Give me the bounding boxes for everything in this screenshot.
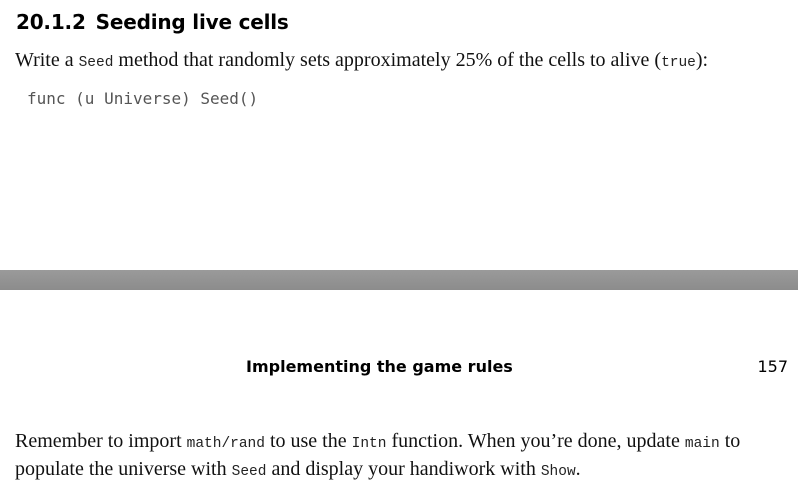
closing-text: function. When you’re done, update: [386, 430, 685, 452]
page-break-divider: [0, 270, 798, 290]
inline-code-main: main: [684, 436, 720, 452]
inline-code-show: Show: [540, 464, 576, 480]
closing-text: Remember to import: [15, 430, 187, 452]
closing-text: .: [575, 458, 581, 480]
inline-code-math-rand: math/rand: [186, 436, 265, 452]
inline-code-true: true: [661, 55, 696, 71]
closing-text: and display your handiwork with: [266, 458, 541, 480]
closing-text: to: [719, 430, 741, 452]
inline-code-intn: Intn: [351, 436, 387, 452]
section-title: Seeding live cells: [95, 10, 289, 34]
section-heading: 20.1.2 Seeding live cells: [16, 10, 289, 34]
inline-code-seed: Seed: [78, 55, 114, 71]
closing-paragraph-line-2: populate the universe with Seed and disp…: [15, 455, 581, 486]
page-number: 157: [757, 357, 788, 376]
closing-paragraph-line-1: Remember to import math/rand to use the …: [15, 427, 740, 458]
section-number: 20.1.2: [16, 10, 86, 34]
code-block: func (u Universe) Seed(): [27, 89, 259, 108]
intro-paragraph: Write a Seed method that randomly sets a…: [15, 46, 708, 77]
running-head: Implementing the game rules: [246, 357, 513, 376]
closing-text: populate the universe with: [15, 458, 232, 480]
closing-text: to use the: [264, 430, 352, 452]
inline-code-seed: Seed: [231, 464, 267, 480]
intro-text: Write a: [15, 49, 79, 71]
intro-text: ):: [695, 49, 709, 71]
intro-text: method that randomly sets approximately …: [113, 49, 662, 71]
